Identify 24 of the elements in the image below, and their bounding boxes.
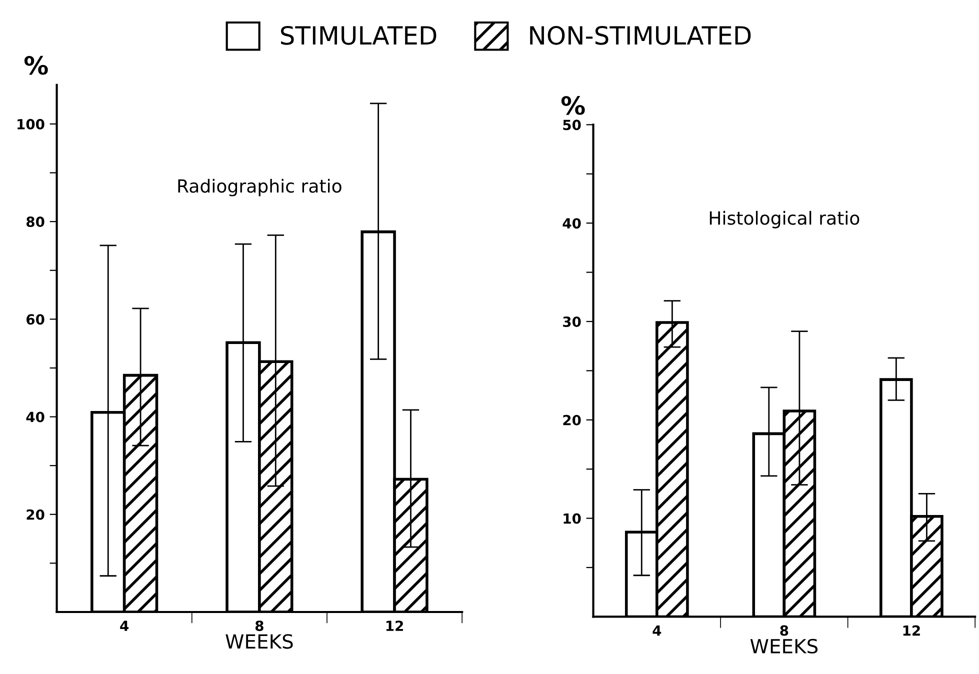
legend-label: NON-STIMULATED	[530, 26, 751, 45]
x-tick-label: 12	[386, 620, 403, 631]
x-tick-label: 8	[780, 625, 788, 636]
text: Radiographic ratio	[178, 178, 342, 196]
y-tick-label: 40	[26, 412, 44, 422]
y-axis-title: %	[24, 56, 48, 75]
y-tick-label: 40	[562, 218, 581, 229]
y-tick-label: 20	[563, 414, 581, 426]
y-tick-label: 10	[564, 513, 581, 524]
y-tick-label: 80	[26, 216, 44, 228]
y-tick-label: 60	[26, 314, 44, 325]
y-tick-label: 100	[18, 118, 44, 130]
x-tick-label: 4	[652, 625, 662, 636]
y-tick-label: 50	[563, 120, 581, 130]
x-axis-title: WEEKS	[226, 634, 293, 649]
text: Histological ratio	[710, 210, 860, 228]
x-axis-title: WEEKS	[750, 638, 818, 654]
y-tick-label: 20	[26, 509, 44, 520]
x-tick-label: 8	[255, 620, 264, 632]
x-tick-label: 4	[120, 620, 129, 631]
y-axis-title: %	[561, 96, 585, 115]
legend-label: STIMULATED	[280, 26, 436, 45]
y-tick-label: 30	[563, 316, 581, 327]
x-tick-label: 12	[903, 625, 920, 636]
